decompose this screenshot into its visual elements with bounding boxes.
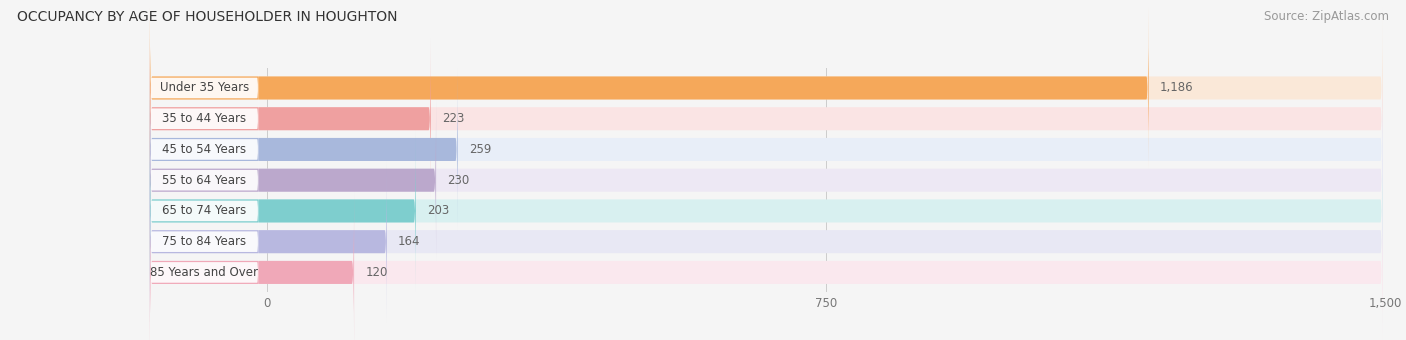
FancyBboxPatch shape <box>150 161 1382 322</box>
Text: Under 35 Years: Under 35 Years <box>160 82 249 95</box>
FancyBboxPatch shape <box>150 161 387 322</box>
Text: 75 to 84 Years: 75 to 84 Years <box>162 235 246 248</box>
FancyBboxPatch shape <box>150 130 416 292</box>
Text: 203: 203 <box>427 204 450 218</box>
FancyBboxPatch shape <box>150 175 259 247</box>
Text: 259: 259 <box>468 143 491 156</box>
Text: 45 to 54 Years: 45 to 54 Years <box>162 143 246 156</box>
Text: 85 Years and Over: 85 Years and Over <box>150 266 259 279</box>
FancyBboxPatch shape <box>150 114 259 185</box>
Text: 120: 120 <box>366 266 388 279</box>
FancyBboxPatch shape <box>150 206 259 277</box>
FancyBboxPatch shape <box>150 237 259 308</box>
FancyBboxPatch shape <box>150 38 430 200</box>
FancyBboxPatch shape <box>150 192 1382 340</box>
Text: 223: 223 <box>441 112 464 125</box>
Text: 35 to 44 Years: 35 to 44 Years <box>162 112 246 125</box>
FancyBboxPatch shape <box>150 130 1382 292</box>
FancyBboxPatch shape <box>150 7 1382 169</box>
FancyBboxPatch shape <box>150 100 1382 261</box>
Text: 65 to 74 Years: 65 to 74 Years <box>162 204 246 218</box>
Text: 1,186: 1,186 <box>1160 82 1194 95</box>
FancyBboxPatch shape <box>150 144 259 216</box>
Text: 164: 164 <box>398 235 420 248</box>
FancyBboxPatch shape <box>150 7 1149 169</box>
FancyBboxPatch shape <box>150 52 259 124</box>
FancyBboxPatch shape <box>150 38 1382 200</box>
Text: 230: 230 <box>447 174 470 187</box>
FancyBboxPatch shape <box>150 192 354 340</box>
FancyBboxPatch shape <box>150 100 436 261</box>
FancyBboxPatch shape <box>150 69 458 230</box>
FancyBboxPatch shape <box>150 69 1382 230</box>
Text: OCCUPANCY BY AGE OF HOUSEHOLDER IN HOUGHTON: OCCUPANCY BY AGE OF HOUSEHOLDER IN HOUGH… <box>17 10 398 24</box>
Text: Source: ZipAtlas.com: Source: ZipAtlas.com <box>1264 10 1389 23</box>
FancyBboxPatch shape <box>150 83 259 155</box>
Text: 55 to 64 Years: 55 to 64 Years <box>162 174 246 187</box>
